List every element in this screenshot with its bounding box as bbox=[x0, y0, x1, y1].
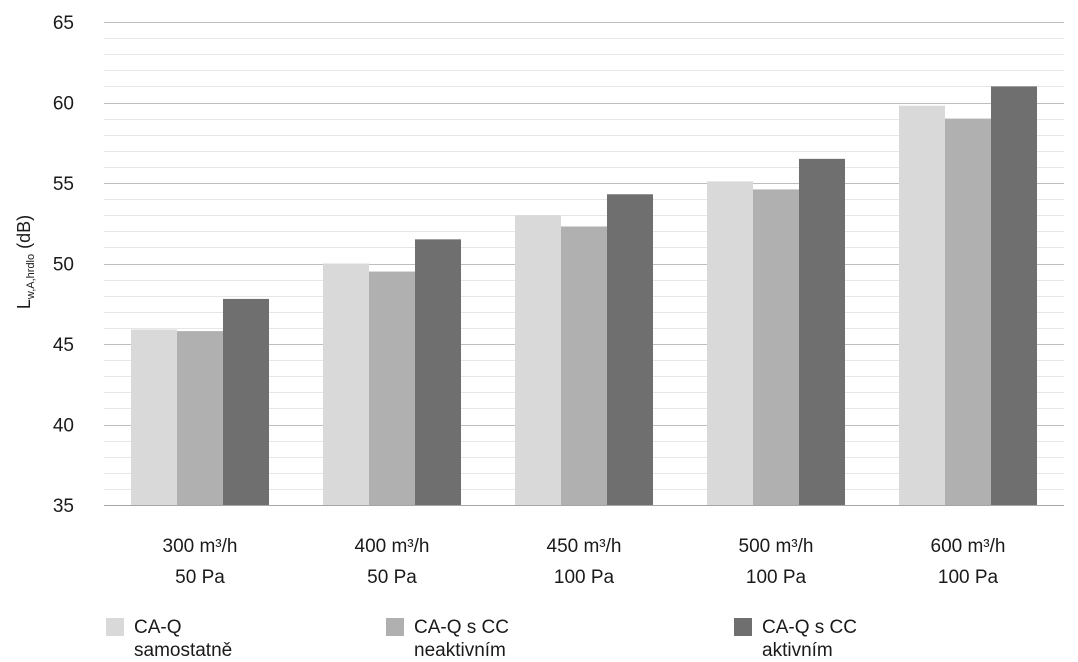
x-category-labels: 300 m³/h 50 Pa 400 m³/h 50 Pa 450 m³/h 100 Pa… bbox=[163, 536, 1006, 588]
x-category-label-line2: 100 Pa bbox=[554, 567, 615, 588]
x-category-label-line2: 100 Pa bbox=[938, 567, 999, 588]
x-category-label-line2: 50 Pa bbox=[367, 567, 417, 588]
legend-label-1: CA-Q samostatně bbox=[134, 617, 233, 661]
bar-series2-cat4 bbox=[753, 189, 799, 505]
legend: CA-Q samostatně CA-Q s CC neaktivním CA-… bbox=[0, 616, 1078, 662]
bar-series3-cat5 bbox=[991, 86, 1037, 506]
bar-series3-cat3 bbox=[607, 194, 653, 505]
bar-series3-cat4 bbox=[799, 158, 845, 505]
x-category-label-line1: 500 m³/h bbox=[739, 536, 814, 557]
bar-series2-cat3 bbox=[561, 226, 607, 505]
legend-item-series-1: CA-Q samostatně bbox=[106, 616, 232, 662]
x-category-label-line1: 600 m³/h bbox=[931, 536, 1006, 557]
legend-label-3: CA-Q s CC aktivním bbox=[762, 617, 857, 661]
y-tick-label: 65 bbox=[53, 13, 74, 34]
bar-series2-cat1 bbox=[177, 331, 223, 505]
bar-series3-cat2 bbox=[415, 239, 461, 505]
x-category-label-line1: 400 m³/h bbox=[355, 536, 430, 557]
y-axis-label: Lw,A,hrdlo (dB) bbox=[14, 215, 37, 309]
y-axis-label-main: L bbox=[14, 299, 34, 309]
y-tick-labels: 35 40 45 50 55 60 65 bbox=[53, 13, 74, 517]
bar-series-group bbox=[131, 86, 1037, 506]
y-axis-label-sub: w,A,hrdlo bbox=[25, 254, 37, 300]
legend-item-series-3: CA-Q s CC aktivním bbox=[734, 616, 857, 662]
legend-swatch-3 bbox=[734, 618, 752, 636]
bar-series2-cat2 bbox=[369, 271, 415, 505]
bar-series1-cat4 bbox=[707, 181, 753, 505]
x-category-label-line1: 300 m³/h bbox=[163, 536, 238, 557]
legend-item-series-2: CA-Q s CC neaktivním bbox=[386, 616, 509, 662]
y-tick-label: 45 bbox=[53, 335, 74, 356]
y-tick-label: 60 bbox=[53, 94, 74, 115]
legend-label-2: CA-Q s CC neaktivním bbox=[414, 617, 509, 661]
y-tick-label: 50 bbox=[53, 255, 74, 276]
bar-series1-cat2 bbox=[323, 263, 369, 505]
x-category-label-line1: 450 m³/h bbox=[547, 536, 622, 557]
legend-swatch-2 bbox=[386, 618, 404, 636]
y-tick-label: 55 bbox=[53, 174, 74, 195]
bar-series1-cat3 bbox=[515, 215, 561, 505]
x-category-label-line2: 100 Pa bbox=[746, 567, 807, 588]
bar-series3-cat1 bbox=[223, 298, 269, 505]
bar-series1-cat1 bbox=[131, 329, 177, 505]
x-category-label-line2: 50 Pa bbox=[175, 567, 225, 588]
y-tick-label: 35 bbox=[53, 496, 74, 517]
legend-swatch-1 bbox=[106, 618, 124, 636]
bar-series2-cat5 bbox=[945, 118, 991, 505]
bar-series1-cat5 bbox=[899, 105, 945, 505]
y-axis-label-unit: (dB) bbox=[14, 215, 34, 254]
y-tick-label: 40 bbox=[53, 416, 74, 437]
